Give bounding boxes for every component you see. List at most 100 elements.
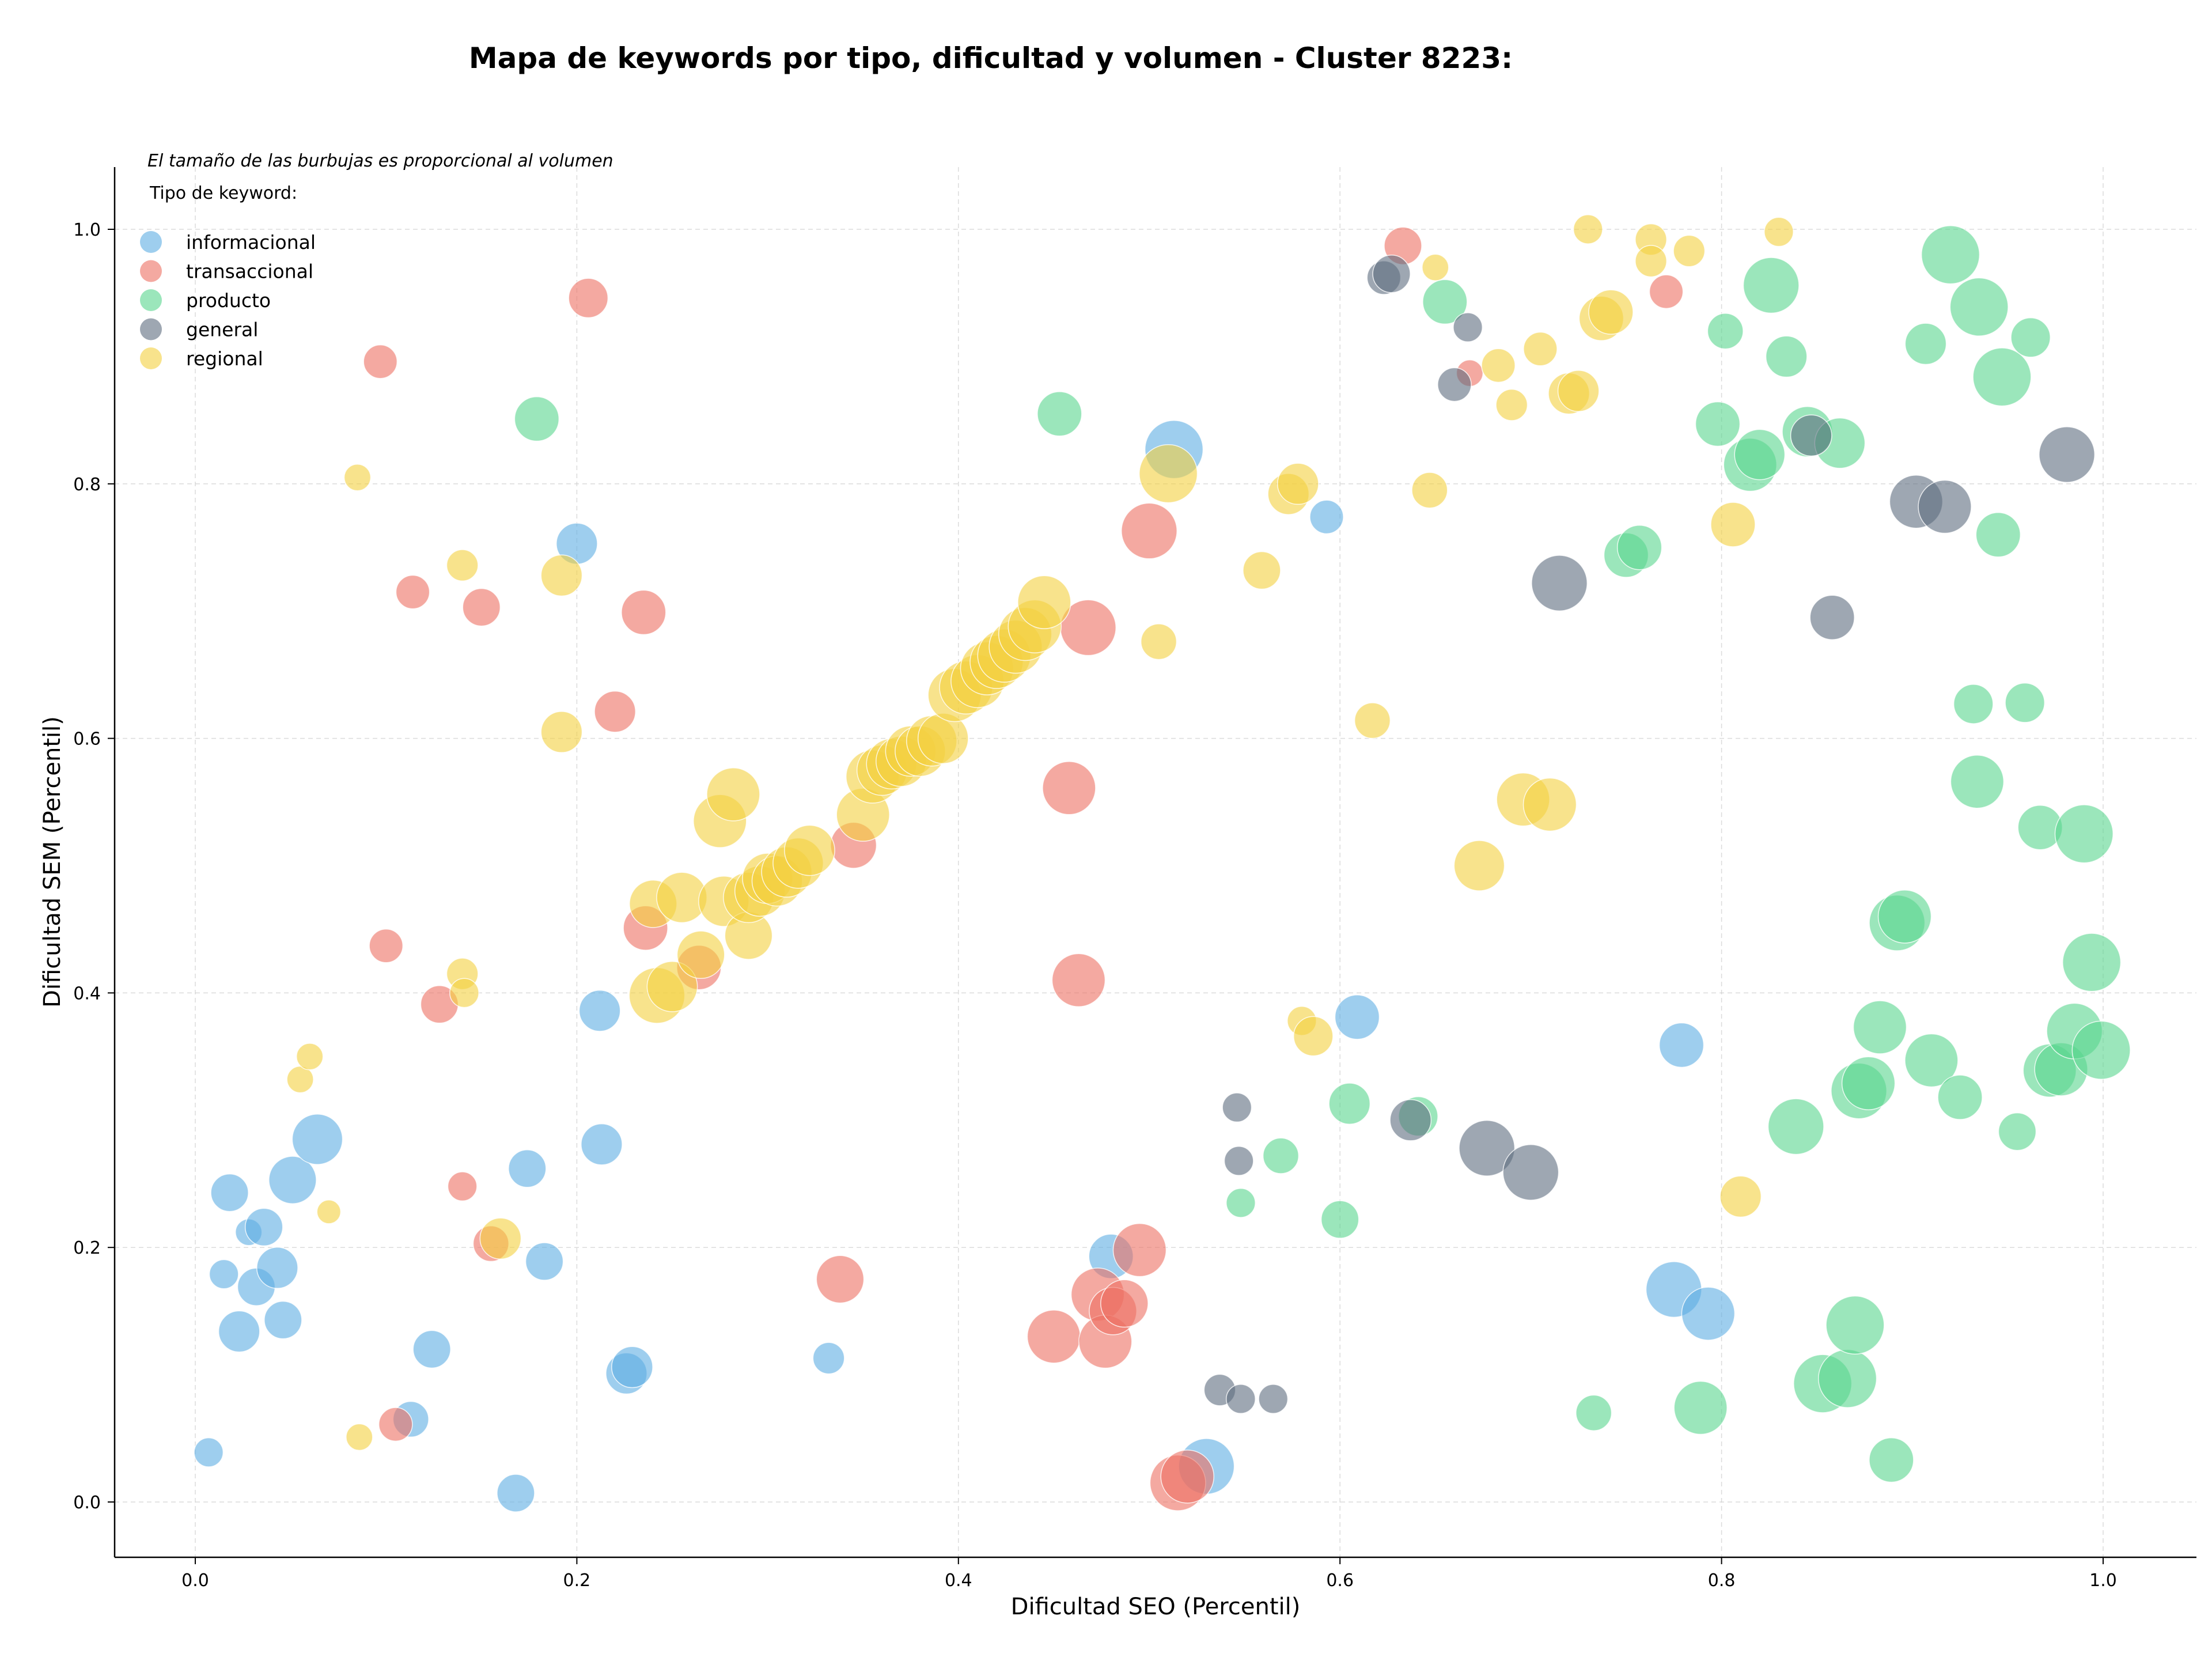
bubble-regional <box>706 767 760 822</box>
bubble-producto <box>1904 1033 1959 1088</box>
bubble-regional <box>1719 1175 1762 1218</box>
bubble-producto <box>1998 1112 2037 1151</box>
bubble-producto <box>1921 225 1980 285</box>
bubble-producto <box>1975 512 2021 558</box>
bubble-informacional <box>578 989 621 1032</box>
bubble-producto <box>514 396 560 442</box>
bubble-transaccional <box>363 344 398 379</box>
bubble-regional <box>1354 702 1391 739</box>
bubble-regional <box>1422 253 1449 282</box>
bubble-transaccional <box>447 1171 478 1202</box>
bubble-producto <box>1767 1098 1824 1155</box>
bubble-general <box>1809 595 1855 640</box>
bubble-transaccional <box>395 574 430 610</box>
bubble-general <box>1222 1092 1252 1123</box>
bubble-general <box>2039 426 2096 483</box>
ticks: 0.0 0.2 0.4 0.6 0.8 1.0 0.0 0.2 0.4 0.6 0.8 1.0 <box>73 220 2117 1591</box>
bubble-informacional <box>1681 1287 1736 1341</box>
bubble-informacional <box>812 1342 845 1375</box>
bubble-transaccional <box>568 278 609 319</box>
bubble-general <box>1531 555 1588 612</box>
bubble-general <box>1790 414 1832 457</box>
bubble-general <box>1226 1384 1256 1414</box>
bubble-regional <box>343 464 372 491</box>
bubble-producto <box>1869 1437 1914 1483</box>
bubble-transaccional <box>1649 274 1684 309</box>
bubble-producto <box>1765 335 1808 378</box>
bubble-producto <box>1616 525 1662 570</box>
bubble-regional <box>1673 234 1706 267</box>
bubble-producto <box>1743 257 1800 314</box>
bubble-general <box>1502 1144 1559 1201</box>
bubble-producto <box>1853 1000 1907 1054</box>
x-tick-label: 0.8 <box>1708 1571 1736 1591</box>
bubble-general <box>1459 1119 1516 1176</box>
bubble-regional <box>296 1043 324 1070</box>
x-tick-label: 0.6 <box>1326 1571 1354 1591</box>
bubble-producto <box>1950 754 2005 809</box>
legend-label-regional: regional <box>186 347 263 370</box>
bubble-informacional <box>508 1149 547 1188</box>
bubble-producto <box>1320 1200 1359 1239</box>
bubble-producto <box>2071 1020 2131 1080</box>
bubble-regional <box>1017 575 1071 629</box>
bubble-regional <box>1453 840 1505 891</box>
bubble-transaccional <box>1121 502 1177 559</box>
bubble-transaccional <box>1027 1310 1081 1364</box>
bubble-informacional <box>268 1156 317 1205</box>
bubble-producto <box>1734 429 1786 480</box>
y-tick-label: 1.0 <box>73 220 101 240</box>
bubble-regional <box>479 1217 522 1260</box>
bubble-informacional <box>209 1259 239 1289</box>
x-tick-label: 1.0 <box>2089 1571 2117 1591</box>
bubble-regional <box>1764 217 1794 247</box>
bubble-informacional <box>1309 500 1344 535</box>
legend-label-informacional: informacional <box>186 231 316 253</box>
bubble-producto <box>1818 1349 1877 1408</box>
x-tick-label: 0.0 <box>181 1571 209 1591</box>
bubble-producto <box>1328 1083 1371 1125</box>
bubble-informacional <box>525 1242 564 1281</box>
bubble-transaccional <box>1160 1450 1214 1504</box>
legend-label-producto: producto <box>186 289 271 312</box>
bubble-regional <box>1140 623 1177 660</box>
bubble-regional <box>784 824 835 876</box>
bubble-regional <box>1588 289 1634 335</box>
legend-marker-transaccional <box>140 260 162 282</box>
bubble-general <box>1453 312 1483 343</box>
bubble-informacional <box>611 1346 653 1388</box>
bubble-regional <box>1277 463 1319 505</box>
x-tick-label: 0.4 <box>945 1571 972 1591</box>
bubble-producto <box>1904 323 1947 365</box>
y-tick-label: 0.6 <box>73 729 101 750</box>
y-tick-label: 0.2 <box>73 1238 101 1258</box>
bubble-producto <box>2010 317 2051 358</box>
bubble-producto <box>2062 933 2122 992</box>
bubble-informacional <box>1658 1022 1705 1068</box>
bubble-informacional <box>497 1474 535 1512</box>
bubble-regional <box>1635 245 1668 278</box>
bubble-transaccional <box>378 1407 413 1442</box>
bubble-transaccional <box>462 588 501 627</box>
bubble-size-note: El tamaño de las burbujas es proporciona… <box>147 151 613 171</box>
bubble-regional <box>446 549 479 582</box>
bubble-regional <box>676 930 725 979</box>
y-tick-label: 0.0 <box>73 1493 101 1513</box>
bubble-producto <box>1953 684 1994 724</box>
bubble-regional <box>1293 1016 1334 1057</box>
bubble-regional <box>646 960 698 1012</box>
bubble-producto <box>1422 279 1468 325</box>
bubble-producto <box>1877 890 1932 944</box>
bubble-general <box>1372 255 1411 293</box>
bubble-informacional <box>218 1310 260 1353</box>
bubble-informacional <box>256 1247 298 1289</box>
bubble-transaccional <box>1112 1223 1167 1277</box>
bubble-producto <box>1707 313 1744 350</box>
bubble-producto <box>1575 1394 1612 1431</box>
bubble-general <box>1258 1384 1289 1414</box>
bubble-informacional <box>291 1114 343 1165</box>
bubble-producto <box>1937 1074 1983 1120</box>
bubble-informacional <box>264 1300 302 1340</box>
bubble-transaccional <box>1100 1279 1149 1328</box>
